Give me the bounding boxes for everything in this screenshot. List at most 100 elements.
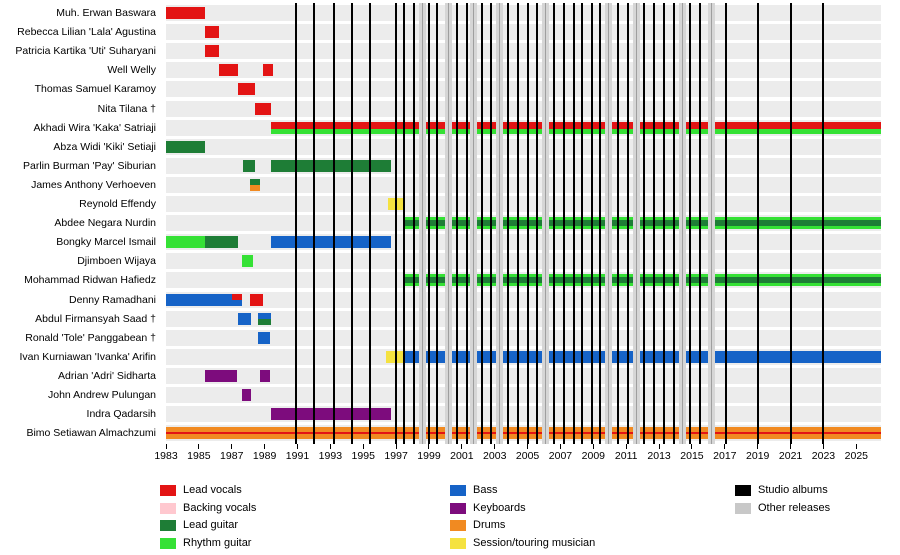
bar-stripe-keyboards xyxy=(271,408,392,421)
legend-swatch-drums xyxy=(450,520,466,532)
timeline-bar xyxy=(243,159,255,172)
studio-album-line xyxy=(590,3,593,444)
member-name-label: Abza Widi 'Kiki' Setiaji xyxy=(53,140,156,153)
timeline-bar xyxy=(241,255,254,268)
member-name-label: Bimo Setiawan Almachzumi xyxy=(26,427,156,440)
bar-stripe-lead_vocals xyxy=(231,293,242,300)
bar-stripe-lead_vocals xyxy=(271,121,881,130)
timeline-bar xyxy=(166,427,881,440)
bar-stripe-rhythm_guitar xyxy=(402,217,881,221)
studio-album-line xyxy=(672,3,675,444)
bar-stripe-rhythm_guitar xyxy=(402,283,881,287)
studio-album-line xyxy=(536,3,539,444)
studio-album-line xyxy=(562,3,565,444)
bar-stripe-lead_vocals xyxy=(218,64,239,77)
legend-label: Lead guitar xyxy=(183,519,239,532)
member-row-band xyxy=(166,367,881,384)
legend-item-studio_album_line: Studio albums xyxy=(735,482,830,500)
x-axis-tick-label: 2013 xyxy=(647,450,671,462)
member-name-label: Mohammad Ridwan Hafiedz xyxy=(24,274,156,287)
timeline-bar xyxy=(258,331,270,344)
other-release-line xyxy=(418,3,426,444)
member-name-label: Thomas Samuel Karamoy xyxy=(34,83,156,96)
member-row-band xyxy=(166,387,881,403)
x-axis-tick-label: 1991 xyxy=(285,450,310,462)
x-axis-tick-label: 1985 xyxy=(187,450,211,462)
studio-album-line xyxy=(663,3,666,444)
bar-stripe-lead_guitar xyxy=(402,220,881,227)
timeline-bar xyxy=(262,64,273,77)
legend-item-lead_guitar: Lead guitar xyxy=(160,517,256,535)
x-axis-tick xyxy=(231,444,233,449)
other-release-line xyxy=(469,3,477,444)
member-name-label: Patricia Kartika 'Uti' Suharyani xyxy=(15,45,156,58)
studio-album-line xyxy=(350,3,353,444)
studio-album-line xyxy=(403,3,406,444)
legend-label: Rhythm guitar xyxy=(183,536,252,549)
studio-album-line xyxy=(725,3,728,444)
timeline-bar xyxy=(402,350,881,363)
bar-stripe-keyboards xyxy=(259,369,270,382)
member-name-label: Adrian 'Adri' Sidharta xyxy=(58,369,156,382)
studio-album-line xyxy=(294,3,297,444)
member-row-band xyxy=(166,291,881,308)
timeline-bar xyxy=(271,121,881,134)
bar-stripe-lead_vocals xyxy=(238,83,255,96)
timeline-bar xyxy=(231,293,242,306)
timeline-bar xyxy=(386,350,403,363)
x-axis-tick xyxy=(757,444,759,449)
x-axis-tick-label: 2023 xyxy=(811,450,836,462)
member-row-band xyxy=(166,138,881,155)
other-release-line xyxy=(708,3,716,444)
member-name-label: Indra Qadarsih xyxy=(86,408,156,421)
timeline-bar xyxy=(166,236,206,249)
member-row-band xyxy=(166,329,881,346)
x-axis-tick-label: 2019 xyxy=(746,450,770,462)
studio-album-line xyxy=(395,3,398,444)
studio-album-line xyxy=(526,3,529,444)
member-name-label: Nita Tilana † xyxy=(97,102,156,115)
bar-stripe-lead_vocals xyxy=(262,64,273,77)
bar-stripe-rhythm_guitar xyxy=(402,274,881,278)
legend-item-other_release_line: Other releases xyxy=(735,500,830,518)
member-name-label: Abdee Negara Nurdin xyxy=(54,217,156,230)
timeline-bar xyxy=(249,293,263,306)
timeline-bar xyxy=(402,274,881,287)
member-row-band xyxy=(166,253,881,270)
x-axis-tick xyxy=(658,444,660,449)
bar-stripe-keyboards xyxy=(241,389,252,401)
x-axis-tick-label: 2005 xyxy=(515,450,540,462)
studio-album-line xyxy=(552,3,555,444)
timeline-bar xyxy=(205,236,239,249)
member-name-label: John Andrew Pulungan xyxy=(48,389,156,401)
studio-album-line xyxy=(436,3,439,444)
timeline-bar xyxy=(254,102,272,115)
member-name-label: James Anthony Verhoeven xyxy=(31,178,156,191)
x-axis-tick-label: 1987 xyxy=(220,450,244,462)
bar-stripe-lead_vocals xyxy=(205,26,219,39)
timeline-bar xyxy=(238,312,252,325)
x-axis-tick xyxy=(592,444,594,449)
member-name-label: Muh. Erwan Baswara xyxy=(56,7,156,19)
member-name-label: Parlin Burman 'Pay' Siburian xyxy=(23,159,156,172)
studio-album-line xyxy=(490,3,493,444)
studio-album-line xyxy=(580,3,583,444)
x-axis-tick-label: 2021 xyxy=(778,450,803,462)
x-axis-tick-label: 1983 xyxy=(154,450,178,462)
studio-album-line xyxy=(822,3,825,444)
x-axis-tick-label: 2025 xyxy=(844,450,869,462)
bar-stripe-rhythm_guitar xyxy=(166,236,206,249)
studio-album-line xyxy=(413,3,416,444)
member-name-label: Ronald 'Tole' Panggabean † xyxy=(25,331,156,344)
timeline-bar xyxy=(271,408,392,421)
bar-stripe-lead_vocals xyxy=(205,45,219,58)
x-axis-tick xyxy=(691,444,693,449)
bar-stripe-lead_vocals xyxy=(249,293,263,306)
studio-album-line xyxy=(653,3,656,444)
x-axis-tick-label: 2015 xyxy=(680,450,704,462)
timeline-bar xyxy=(205,45,219,58)
member-row-band xyxy=(166,62,881,79)
legend-item-backing_vocals: Backing vocals xyxy=(160,500,256,518)
member-name-label: Bongky Marcel Ismail xyxy=(56,236,156,249)
